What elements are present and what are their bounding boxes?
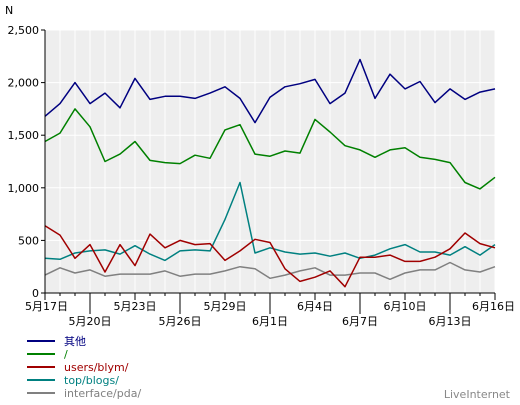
legend: 其他/users/blym/top/blogs/interface/pda/	[27, 335, 141, 400]
x-tick-label: 6月1日	[252, 315, 288, 328]
series-line-4	[44, 261, 496, 281]
y-tick-label: 500	[18, 234, 39, 247]
legend-entry: /	[64, 348, 68, 361]
x-tick-label: 6月13日	[429, 315, 472, 328]
y-tick-label: 1,500	[8, 129, 40, 142]
legend-entry: users/blym/	[64, 361, 129, 374]
x-tick-label: 5月29日	[204, 300, 247, 313]
x-tick-label: 5月17日	[25, 300, 68, 313]
y-axis-label: N	[5, 4, 13, 17]
series-line-1	[44, 108, 496, 190]
watermark: LiveInternet	[444, 388, 511, 401]
legend-entry: interface/pda/	[64, 387, 141, 400]
y-axis-ticks: 0 500 1,000 1,500 2,000 2,500	[8, 24, 45, 300]
x-tick-label: 6月16日	[472, 300, 515, 313]
x-tick-label: 6月7日	[342, 315, 378, 328]
series-line-0	[44, 58, 496, 124]
series-line-2	[44, 225, 496, 288]
legend-entry: top/blogs/	[64, 374, 119, 387]
series-lines	[44, 58, 496, 288]
x-tick-label: 6月4日	[297, 300, 333, 313]
legend-entry: 其他	[64, 335, 86, 348]
x-tick-label: 6月10日	[384, 300, 427, 313]
series-line-3	[44, 181, 496, 262]
y-tick-label: 1,000	[8, 182, 40, 195]
y-tick-label: 2,000	[8, 77, 40, 90]
y-tick-label: 0	[32, 287, 39, 300]
x-tick-label: 5月20日	[69, 315, 112, 328]
x-tick-label: 5月26日	[159, 315, 202, 328]
y-tick-label: 2,500	[8, 24, 40, 37]
x-tick-label: 5月23日	[114, 300, 157, 313]
